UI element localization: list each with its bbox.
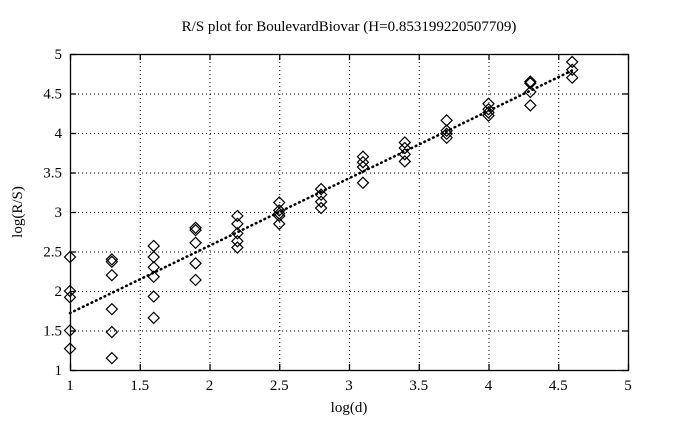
data-point-diamond [231, 217, 244, 231]
data-point-diamond [147, 239, 161, 253]
data-point-diamond [63, 290, 77, 304]
x-tick-label: 4.5 [549, 378, 568, 394]
data-point-diamond [147, 311, 161, 325]
data-point-diamond [63, 284, 77, 298]
data-point-diamond [189, 221, 202, 235]
data-point-diamond [314, 182, 328, 196]
data-point-diamond [105, 268, 119, 282]
data-point-diamond [189, 257, 202, 270]
data-point-diamond [272, 209, 286, 223]
data-point-diamond [147, 260, 161, 274]
data-point-diamond [105, 325, 119, 339]
y-tick-label: 1 [55, 363, 63, 379]
data-point-diamond [147, 270, 161, 284]
data-point-diamond [482, 109, 495, 122]
x-tick-label: 3.5 [409, 378, 428, 394]
data-point-diamond [272, 217, 286, 231]
data-point-diamond [565, 63, 579, 77]
data-point-diamond [147, 250, 161, 264]
data-point-diamond [105, 253, 119, 266]
data-point-diamond [356, 160, 370, 174]
x-tick-label: 2.5 [270, 378, 289, 394]
data-point-diamond [189, 236, 202, 250]
data-point-diamond [482, 97, 495, 111]
data-point-diamond [314, 195, 328, 209]
data-point-diamond [189, 223, 202, 237]
data-point-diamond [105, 302, 119, 316]
x-tick-label: 2 [206, 378, 214, 394]
data-point-diamond [524, 76, 537, 90]
y-tick-label: 1.5 [43, 324, 62, 340]
x-tick-label: 3 [345, 378, 353, 394]
data-point-diamond [440, 127, 453, 141]
data-point-diamond [440, 131, 453, 145]
data-point-diamond [231, 226, 244, 240]
y-tick-label: 4 [55, 126, 63, 142]
data-point-diamond [314, 188, 328, 201]
data-point-diamond [356, 176, 370, 190]
data-point-diamond [147, 290, 161, 303]
data-point-diamond [398, 147, 412, 161]
y-tick-label: 3.5 [43, 166, 62, 182]
data-point-diamond [231, 234, 244, 248]
data-point-diamond [440, 114, 453, 127]
data-point-diamond [231, 241, 244, 254]
data-point-diamond [63, 342, 77, 356]
y-tick-label: 2 [55, 284, 63, 300]
x-tick-label: 4 [485, 378, 493, 394]
data-point-diamond [398, 136, 412, 149]
data-point-diamond [524, 99, 537, 112]
data-point-diamond [356, 155, 370, 169]
data-point-diamond [565, 55, 579, 69]
x-tick-label: 1.5 [130, 378, 149, 394]
data-point-diamond [105, 351, 119, 365]
data-point-diamond [440, 124, 453, 137]
data-point-diamond [189, 273, 202, 287]
data-point-diamond [272, 204, 286, 217]
y-tick-label: 4.5 [43, 87, 62, 103]
y-tick-label: 3 [55, 205, 63, 221]
data-point-diamond [398, 141, 412, 155]
data-point-diamond [565, 71, 579, 85]
data-point-diamond [314, 201, 328, 215]
y-tick-label: 5 [55, 47, 63, 63]
data-point-diamond [482, 106, 495, 119]
x-axis-label: log(d) [331, 400, 368, 416]
data-point-diamond [231, 209, 244, 223]
data-point-diamond [63, 250, 77, 264]
data-point-diamond [63, 324, 77, 337]
data-point-diamond [482, 102, 495, 116]
y-tick-label: 2.5 [43, 245, 62, 261]
data-point-diamond [105, 255, 119, 269]
y-axis-label: log(R/S) [10, 186, 26, 238]
chart-title: R/S plot for BoulevardBiovar (H=0.853199… [182, 19, 517, 35]
x-tick-label: 1 [66, 378, 74, 394]
x-tick-label: 5 [624, 378, 632, 394]
data-point-diamond [524, 85, 537, 99]
data-point-diamond [398, 155, 412, 168]
